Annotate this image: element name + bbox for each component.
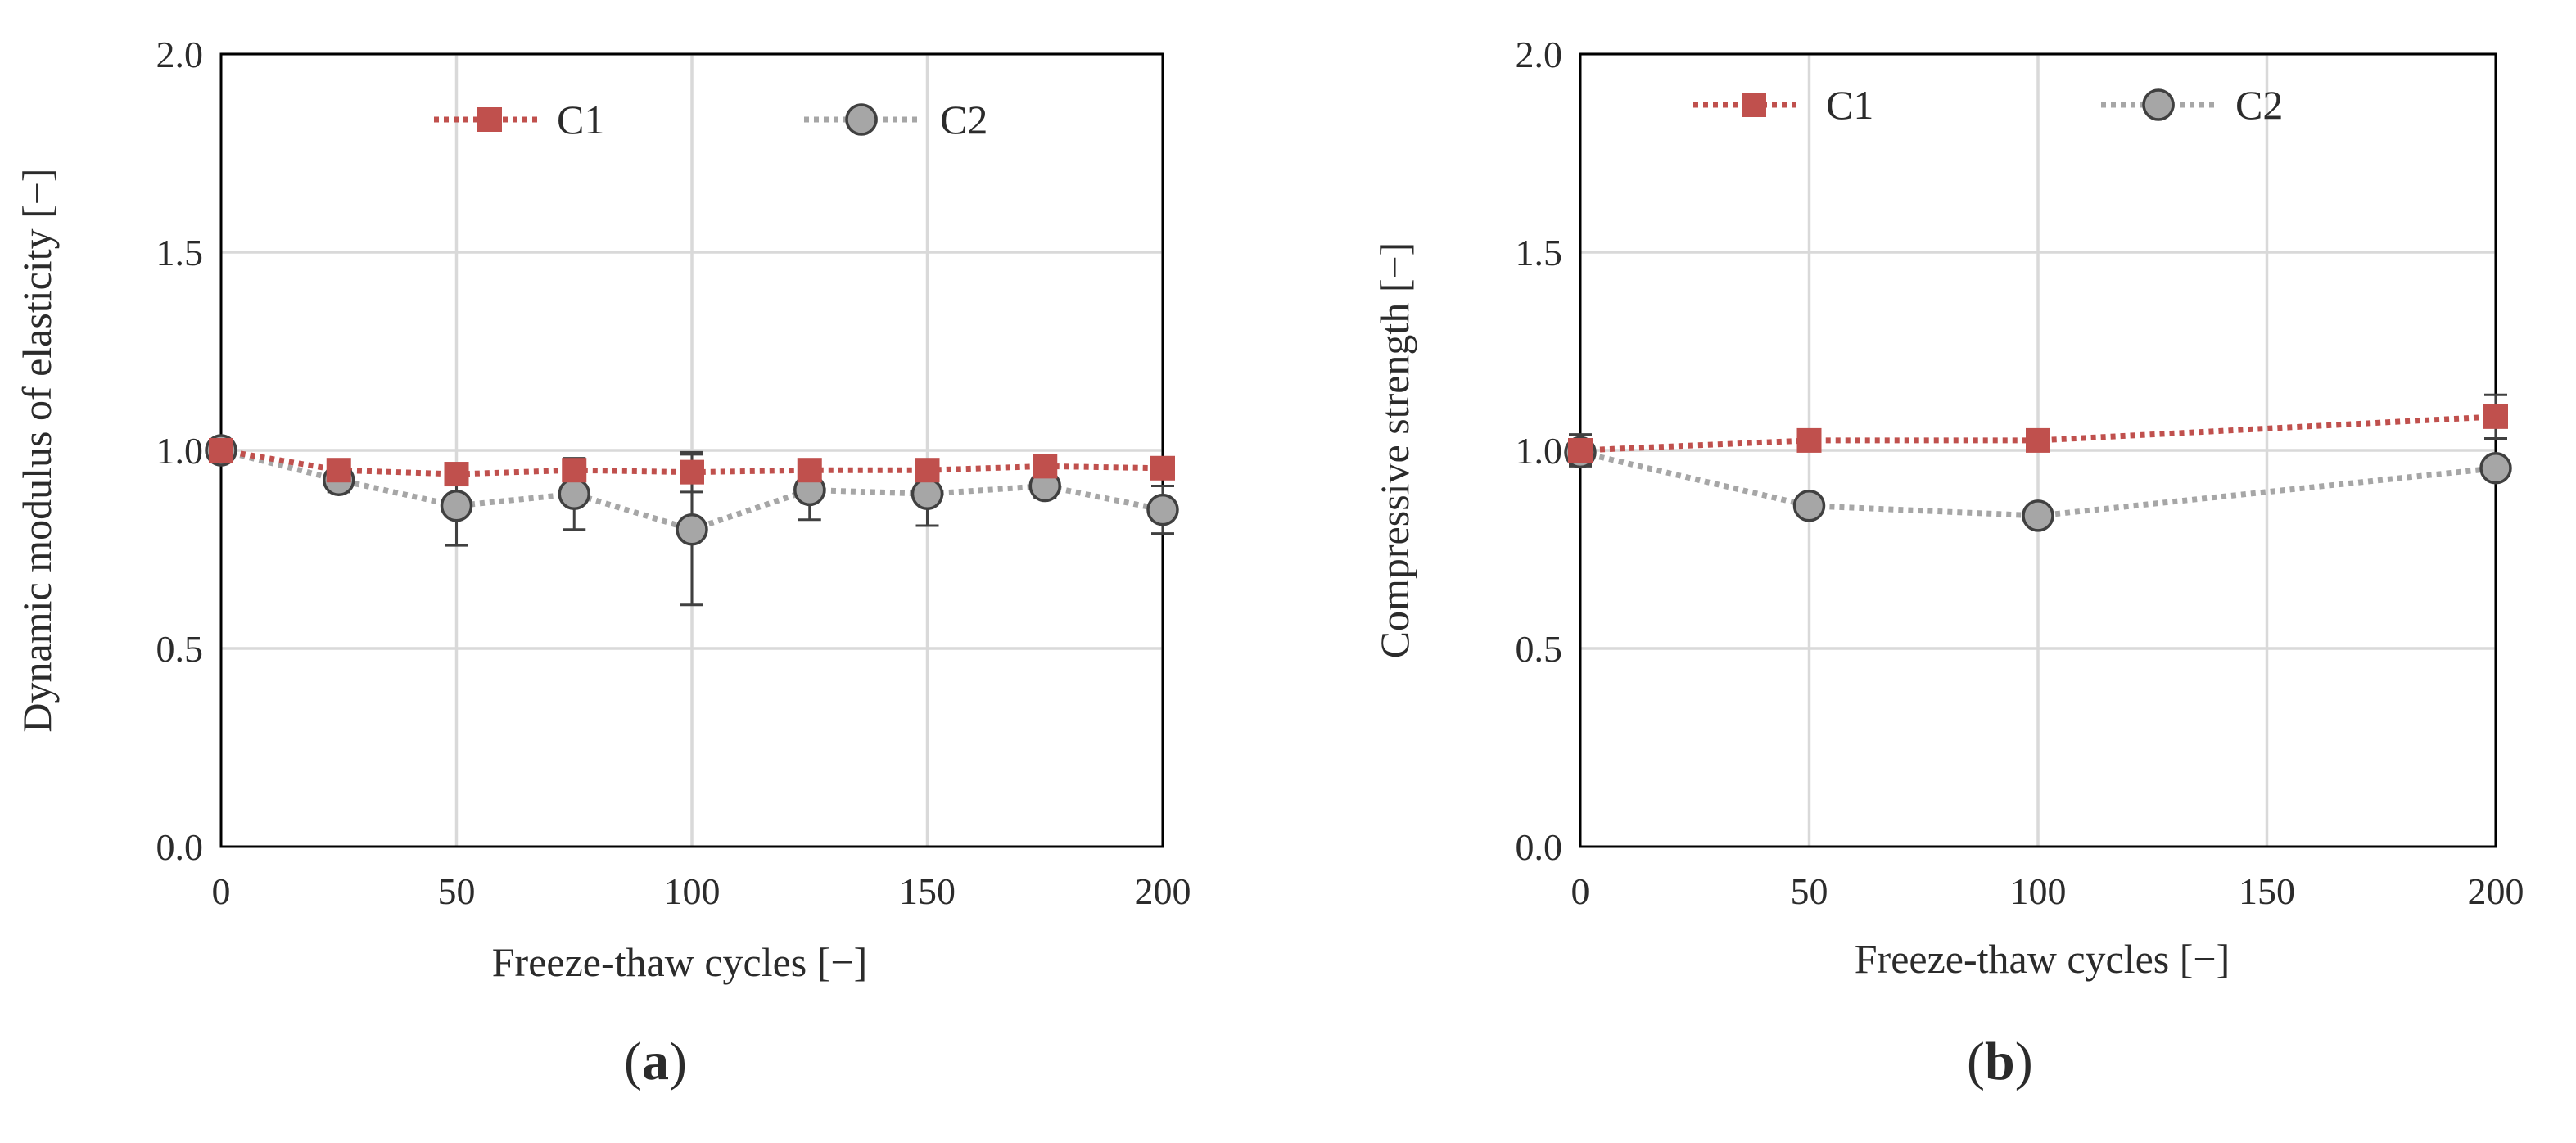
- y-tick-label: 2.0: [1516, 34, 1563, 75]
- legend-marker: [1742, 93, 1766, 117]
- data-point-c2: [2022, 499, 2054, 532]
- x-tick-label: 100: [2010, 870, 2067, 912]
- data-point-c1: [1796, 427, 1822, 453]
- legend-marker: [845, 103, 878, 136]
- x-axis-title: Freeze-thaw cycles [−]: [1855, 936, 2230, 982]
- x-tick-label: 150: [2239, 870, 2295, 912]
- data-point-c1: [444, 462, 469, 487]
- legend-label: C2: [940, 97, 987, 142]
- y-tick-label: 1.5: [1516, 232, 1563, 273]
- panel-caption: (a): [624, 1032, 687, 1091]
- data-point-c1: [326, 458, 351, 483]
- legend-marker: [2142, 88, 2175, 121]
- data-point-c2: [558, 477, 590, 510]
- data-point-c2: [911, 477, 944, 510]
- data-point-c1: [680, 459, 704, 485]
- x-tick-label: 50: [1791, 870, 1828, 912]
- y-tick-label: 0.5: [1516, 628, 1563, 670]
- x-tick-label: 0: [212, 870, 231, 912]
- y-tick-label: 0.0: [1516, 826, 1563, 868]
- legend-label: C1: [1826, 82, 1873, 128]
- data-point-c1: [562, 458, 587, 483]
- legend-marker: [477, 107, 502, 132]
- y-axis-title: Dynamic modulus of elasticity [−]: [14, 168, 60, 732]
- chart-panel-a: 0.0 0.5 1.0 1.5 2.0 0 50 100 150 200 Freeze-thaw c…: [14, 34, 1191, 1091]
- panel-caption-letter: a: [642, 1032, 669, 1091]
- y-tick-label: 0.5: [156, 628, 204, 670]
- legend-entry-c1: C1: [434, 97, 604, 142]
- data-point-c1: [1033, 454, 1058, 479]
- x-tick-label: 0: [1571, 870, 1590, 912]
- chart-panel-b: 0.0 0.5 1.0 1.5 2.0 0 50 100 150 200 Freeze-thaw c…: [1372, 34, 2524, 1091]
- data-point-c2: [440, 490, 473, 522]
- data-point-c2: [1792, 490, 1826, 522]
- y-tick-label: 1.0: [1516, 430, 1563, 472]
- legend-entry-c1: C1: [1693, 82, 1873, 128]
- legend-label: C1: [557, 97, 604, 142]
- x-tick-label: 200: [1135, 870, 1191, 912]
- legend-label: C2: [2235, 82, 2283, 128]
- data-point-c1: [209, 438, 233, 463]
- y-tick-label: 0.0: [156, 826, 204, 868]
- x-tick-label: 150: [899, 870, 956, 912]
- legend-entry-c2: C2: [804, 97, 987, 142]
- data-point-c1: [2483, 404, 2508, 429]
- y-axis-title: Compressive strength [−]: [1372, 242, 1417, 659]
- data-point-c2: [676, 513, 708, 546]
- data-point-c1: [1150, 455, 1175, 481]
- x-tick-label: 50: [438, 870, 476, 912]
- data-point-c1: [1568, 438, 1593, 463]
- y-tick-label: 1.0: [156, 430, 204, 472]
- x-tick-label: 200: [2468, 870, 2524, 912]
- data-point-c2: [2479, 452, 2512, 485]
- data-point-c1: [2026, 427, 2050, 453]
- y-tick-label: 2.0: [156, 34, 204, 75]
- legend-entry-c2: C2: [2101, 82, 2283, 128]
- data-point-c2: [1146, 493, 1179, 526]
- x-axis-title: Freeze-thaw cycles [−]: [492, 939, 868, 985]
- data-point-c1: [797, 458, 822, 483]
- x-tick-label: 100: [664, 870, 721, 912]
- data-point-c1: [915, 458, 940, 483]
- panel-caption: (b): [1967, 1032, 2033, 1091]
- y-tick-label: 1.5: [156, 232, 204, 273]
- panel-caption-letter: b: [1985, 1032, 2015, 1091]
